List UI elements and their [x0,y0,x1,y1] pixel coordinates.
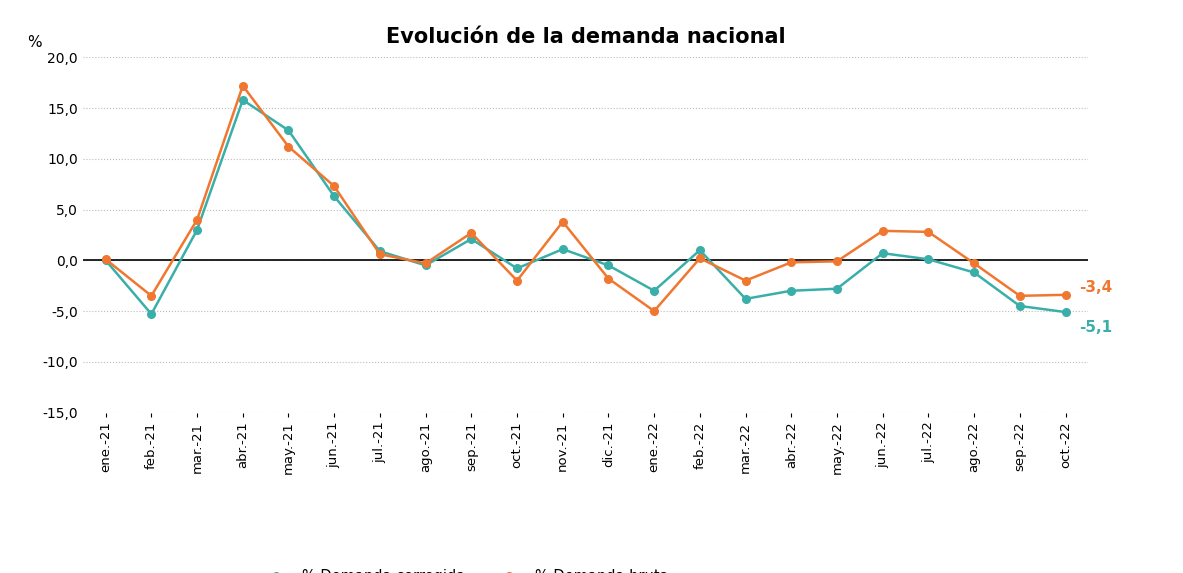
% Demanda corregida [327,193,342,200]
% Demanda bruta [282,143,296,150]
% Demanda corregida [1059,309,1073,316]
% Demanda corregida [830,285,845,292]
% Demanda bruta [373,251,387,258]
% Demanda corregida [601,262,615,269]
% Demanda bruta [235,83,250,89]
% Demanda corregida [373,248,387,254]
Title: Evolución de la demanda nacional: Evolución de la demanda nacional [386,28,786,48]
% Demanda corregida [967,269,981,276]
Text: %: % [27,35,43,50]
Line: % Demanda corregida: % Demanda corregida [102,96,1069,318]
% Demanda corregida [556,246,570,253]
Text: -3,4: -3,4 [1079,280,1113,295]
% Demanda bruta [190,216,205,223]
% Demanda corregida [464,236,478,242]
% Demanda bruta [693,255,707,262]
% Demanda corregida [419,262,433,269]
% Demanda bruta [1059,292,1073,299]
Legend: % Demanda corregida, % Demanda bruta: % Demanda corregida, % Demanda bruta [256,563,674,573]
% Demanda bruta [1013,292,1027,299]
% Demanda bruta [922,229,936,236]
% Demanda bruta [419,260,433,267]
% Demanda corregida [1013,303,1027,309]
% Demanda corregida [144,311,159,317]
Text: -5,1: -5,1 [1079,320,1112,335]
% Demanda bruta [784,259,799,266]
% Demanda corregida [235,96,250,103]
% Demanda corregida [875,250,890,257]
% Demanda bruta [510,277,524,284]
% Demanda bruta [830,258,845,265]
% Demanda corregida [510,265,524,272]
% Demanda corregida [190,226,205,233]
% Demanda corregida [282,127,296,134]
% Demanda bruta [98,256,112,263]
% Demanda corregida [98,257,112,264]
% Demanda bruta [464,229,478,236]
% Demanda bruta [967,260,981,267]
% Demanda corregida [647,287,661,294]
Line: % Demanda bruta: % Demanda bruta [102,82,1069,315]
% Demanda bruta [556,218,570,225]
% Demanda bruta [875,227,890,234]
% Demanda bruta [327,183,342,190]
% Demanda corregida [693,247,707,254]
% Demanda corregida [784,287,799,294]
% Demanda corregida [922,256,936,263]
% Demanda bruta [647,308,661,315]
% Demanda bruta [144,292,159,299]
% Demanda bruta [738,277,752,284]
% Demanda bruta [601,275,615,282]
% Demanda corregida [738,296,752,303]
